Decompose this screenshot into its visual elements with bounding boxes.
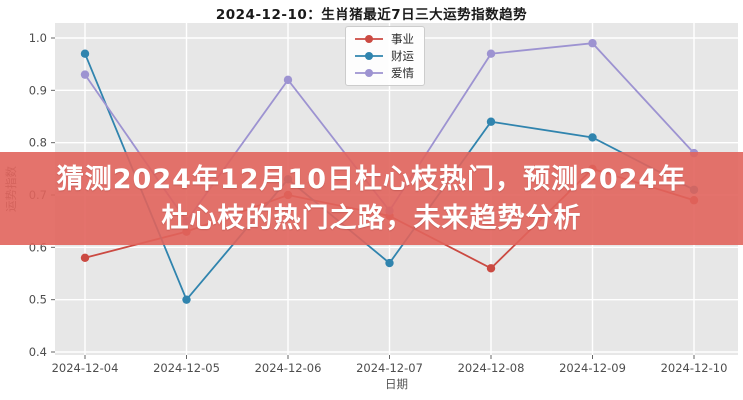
legend-item-wealth: 财运: [354, 48, 414, 64]
legend-label: 爱情: [391, 66, 414, 80]
data-point-love: [588, 39, 597, 48]
overlay-text-line1: 猜测2024年12月10日杜心枝热门，预测2024年: [56, 163, 687, 195]
data-point-wealth: [588, 133, 597, 142]
data-point-career: [486, 264, 496, 273]
x-tick-label: 2024-12-04: [52, 361, 119, 375]
y-tick-label: 0.5: [29, 293, 47, 307]
y-tick-label: 0.4: [29, 345, 47, 359]
data-point-love: [80, 70, 90, 79]
x-tick-label: 2024-12-08: [458, 361, 525, 375]
x-tick-label: 2024-12-05: [153, 361, 220, 375]
overlay-banner: 猜测2024年12月10日杜心枝热门，预测2024年 杜心枝的热门之路，未来趋势…: [0, 152, 743, 245]
chart-legend: 事业 财运 爱情: [345, 26, 425, 86]
chart-title: 2024-12-10：生肖猪最近7日三大运势指数趋势: [215, 7, 528, 23]
legend-item-love: 爱情: [354, 65, 414, 81]
x-tick-label: 2024-12-10: [661, 361, 728, 375]
legend-label: 财运: [391, 49, 414, 63]
data-point-love: [486, 49, 496, 58]
data-point-wealth: [182, 295, 191, 304]
x-tick-label: 2024-12-09: [559, 361, 626, 375]
y-tick-label: 0.8: [29, 136, 47, 150]
x-tick-label: 2024-12-06: [255, 361, 322, 375]
overlay-text-line2: 杜心枝的热门之路，未来趋势分析: [161, 202, 582, 234]
data-point-career: [80, 253, 90, 262]
legend-item-career: 事业: [354, 31, 414, 47]
legend-label: 事业: [391, 32, 414, 46]
legend-marker-career-icon: [355, 35, 383, 43]
data-point-wealth: [486, 117, 496, 126]
legend-marker-wealth-icon: [355, 52, 383, 60]
legend-marker-love-icon: [355, 69, 383, 77]
y-tick-label: 0.9: [29, 83, 47, 97]
x-tick-label: 2024-12-07: [356, 361, 423, 375]
data-point-wealth: [385, 258, 394, 268]
x-axis-label: 日期: [385, 377, 408, 391]
data-point-wealth: [80, 49, 90, 58]
y-tick-label: 1.0: [29, 31, 47, 45]
data-point-love: [283, 75, 293, 85]
